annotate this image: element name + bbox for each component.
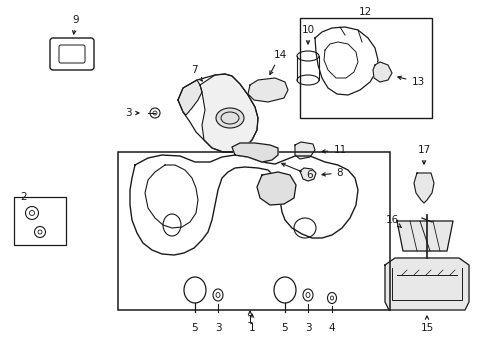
Bar xyxy=(118,152,389,310)
Text: 7: 7 xyxy=(190,65,202,81)
Text: 6: 6 xyxy=(281,163,313,180)
Text: 14: 14 xyxy=(269,50,286,75)
Text: 2: 2 xyxy=(20,192,27,202)
Polygon shape xyxy=(294,142,314,159)
Polygon shape xyxy=(257,172,295,205)
Text: 17: 17 xyxy=(417,145,430,164)
Bar xyxy=(14,197,66,245)
Text: 3: 3 xyxy=(214,323,221,333)
Polygon shape xyxy=(396,221,452,251)
Text: 9: 9 xyxy=(72,15,79,34)
Polygon shape xyxy=(231,143,278,162)
Polygon shape xyxy=(247,78,287,102)
Text: 4: 4 xyxy=(328,323,335,333)
Text: 1: 1 xyxy=(246,311,253,325)
Text: 15: 15 xyxy=(420,316,433,333)
Text: 5: 5 xyxy=(191,323,198,333)
Polygon shape xyxy=(384,258,468,310)
Text: 3: 3 xyxy=(304,323,311,333)
Polygon shape xyxy=(299,168,315,181)
Text: 11: 11 xyxy=(322,145,346,155)
Text: 3: 3 xyxy=(124,108,139,118)
Polygon shape xyxy=(200,74,258,152)
Text: 10: 10 xyxy=(301,25,314,44)
Text: 13: 13 xyxy=(397,76,424,87)
Text: 12: 12 xyxy=(358,7,371,17)
Polygon shape xyxy=(413,173,433,203)
Text: 5: 5 xyxy=(281,323,288,333)
Ellipse shape xyxy=(216,108,244,128)
Text: 16: 16 xyxy=(385,215,401,228)
Bar xyxy=(299,18,431,118)
Text: 1: 1 xyxy=(248,323,255,333)
Text: 8: 8 xyxy=(321,168,343,178)
Polygon shape xyxy=(372,62,391,82)
Polygon shape xyxy=(178,80,202,115)
